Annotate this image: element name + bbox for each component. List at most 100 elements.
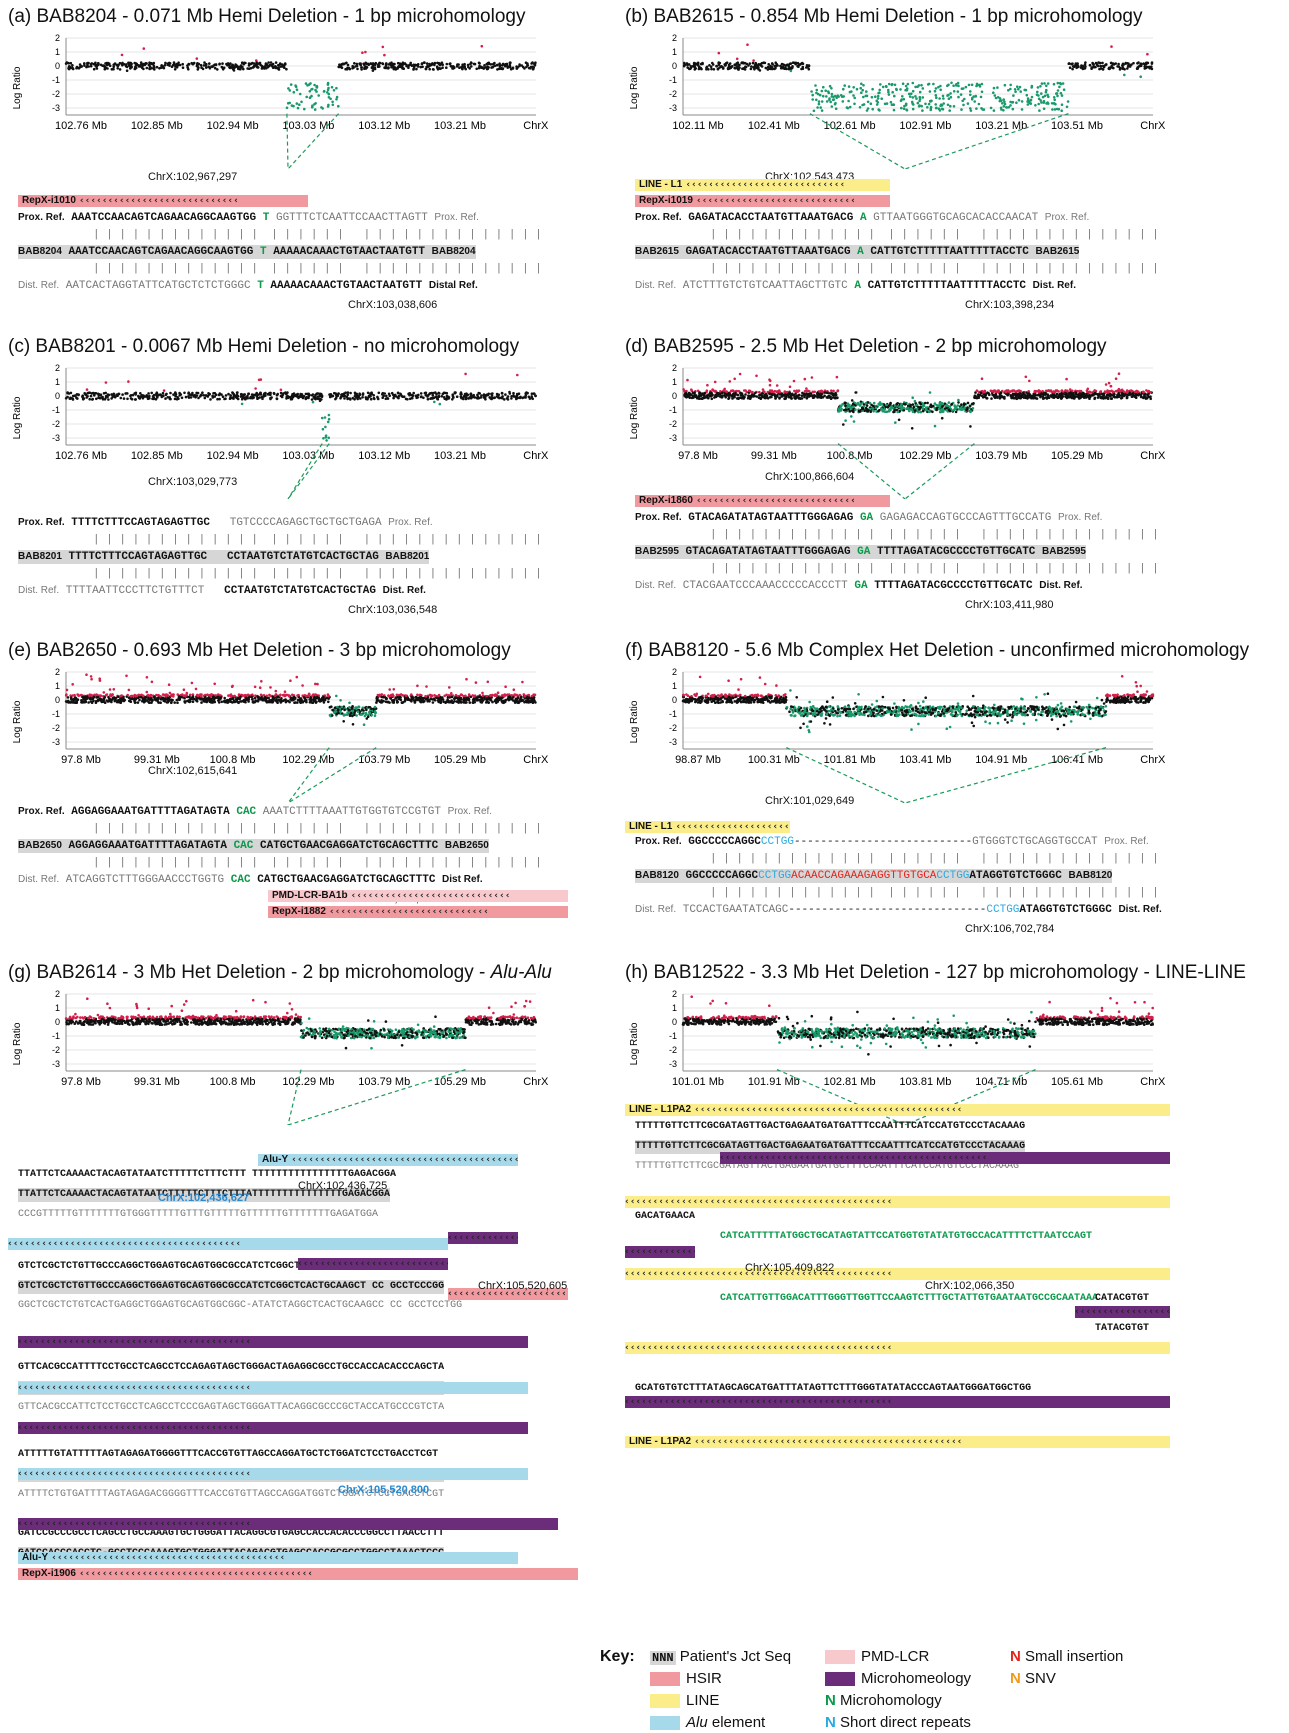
data-point xyxy=(346,63,350,67)
data-point xyxy=(85,673,88,676)
data-point xyxy=(1071,62,1074,65)
data-point xyxy=(119,697,122,700)
data-point xyxy=(929,405,932,408)
data-point xyxy=(1040,101,1043,104)
data-point xyxy=(773,64,777,68)
y-tick-label: -1 xyxy=(52,709,60,719)
data-point xyxy=(837,407,840,410)
data-point xyxy=(887,82,891,86)
data-point xyxy=(783,391,786,394)
data-point xyxy=(90,693,93,697)
data-point xyxy=(112,67,115,71)
y-tick-label: -3 xyxy=(52,737,60,747)
data-point xyxy=(516,396,520,400)
data-point xyxy=(852,86,855,89)
data-point xyxy=(846,402,850,405)
data-point xyxy=(491,700,494,704)
data-point xyxy=(686,393,689,396)
data-point xyxy=(698,391,701,394)
data-point xyxy=(161,693,165,696)
data-point xyxy=(221,62,224,65)
data-point xyxy=(493,64,497,68)
data-point xyxy=(457,698,460,701)
data-point xyxy=(178,63,182,67)
data-point xyxy=(1009,87,1012,91)
data-point xyxy=(813,394,816,398)
data-point xyxy=(811,390,815,394)
data-point xyxy=(83,62,86,65)
data-point xyxy=(1018,85,1022,89)
data-point xyxy=(82,397,86,400)
y-tick-label: -1 xyxy=(52,405,60,415)
data-point xyxy=(890,83,894,87)
data-point xyxy=(459,693,463,696)
data-point xyxy=(121,393,124,396)
data-point xyxy=(827,90,830,93)
data-point xyxy=(305,700,308,704)
data-point xyxy=(378,61,381,65)
data-point xyxy=(115,393,118,396)
data-point xyxy=(497,67,501,71)
seq-row-pat: BAB8201 TTTTCTTTCCAGTAGAGTTGC CCTAATGTCT… xyxy=(18,550,430,564)
data-point xyxy=(1056,81,1060,85)
data-point xyxy=(1045,84,1048,88)
data-point xyxy=(415,63,418,67)
data-point xyxy=(711,63,715,66)
data-point xyxy=(84,393,87,396)
data-point xyxy=(1060,389,1064,392)
data-point xyxy=(425,62,429,65)
data-point xyxy=(462,696,466,700)
data-point xyxy=(945,409,949,412)
data-point xyxy=(328,713,332,717)
data-point xyxy=(371,69,375,72)
data-point xyxy=(793,389,796,393)
y-tick-label: -3 xyxy=(669,103,677,113)
data-point xyxy=(335,95,339,99)
x-tick-label: 100.8 Mb xyxy=(827,450,873,462)
data-point xyxy=(229,62,232,65)
breakpoint-connector xyxy=(904,113,1069,169)
data-point xyxy=(1071,67,1074,71)
data-point xyxy=(416,693,419,697)
data-point xyxy=(513,693,516,696)
data-point xyxy=(187,395,190,398)
data-point xyxy=(1093,396,1097,400)
data-point xyxy=(227,700,230,704)
data-point xyxy=(314,88,317,92)
data-point xyxy=(1041,389,1044,393)
data-point xyxy=(247,62,251,65)
data-point xyxy=(294,696,297,700)
data-point xyxy=(286,395,289,398)
data-point xyxy=(260,395,264,399)
data-point xyxy=(361,396,364,399)
data-point xyxy=(1060,94,1064,97)
data-point xyxy=(390,391,394,395)
data-point xyxy=(893,94,896,98)
data-point xyxy=(129,66,132,69)
data-point xyxy=(915,97,918,100)
data-point xyxy=(125,63,128,66)
data-point xyxy=(394,395,398,398)
data-point xyxy=(279,388,283,392)
data-point xyxy=(841,100,845,103)
data-point xyxy=(370,391,373,394)
data-point xyxy=(289,83,293,86)
data-point xyxy=(820,89,824,93)
y-tick-label: -2 xyxy=(52,419,60,429)
data-point xyxy=(823,391,827,394)
data-point xyxy=(93,392,96,395)
data-point xyxy=(142,698,145,701)
data-point xyxy=(182,688,186,691)
data-point xyxy=(1125,396,1129,400)
data-point xyxy=(1088,397,1091,400)
data-point xyxy=(324,425,327,429)
data-point xyxy=(500,392,504,395)
data-point xyxy=(98,697,102,700)
data-point xyxy=(400,701,404,704)
data-point xyxy=(998,97,1002,100)
data-point xyxy=(773,389,777,393)
data-point xyxy=(1015,101,1018,104)
data-point xyxy=(308,693,311,697)
data-point xyxy=(314,397,317,401)
data-point xyxy=(206,693,209,696)
